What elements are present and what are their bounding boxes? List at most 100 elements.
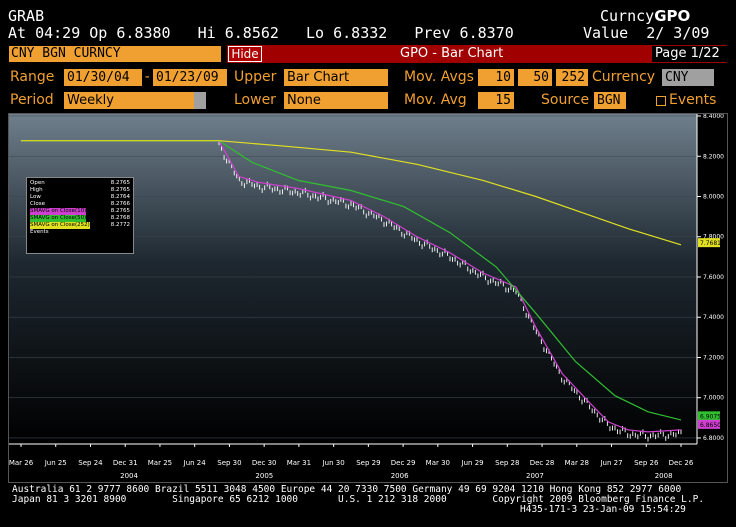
last-label-bg — [698, 411, 720, 421]
last-label-bg — [698, 419, 720, 429]
x-tick-label: Mar 31 — [287, 459, 311, 467]
y-tick-label: 8.2000 — [703, 153, 724, 160]
footer-timestamp: H435-171-3 23-Jan-09 15:54:29 — [520, 504, 686, 515]
x-tick-label: Dec 29 — [391, 459, 416, 467]
x-tick-label: Sep 26 — [634, 459, 659, 467]
x-year-label: 2004 — [120, 472, 138, 480]
x-year-label: 2007 — [526, 472, 544, 480]
upper-chart-select[interactable]: Bar Chart — [284, 69, 388, 86]
command-line[interactable]: GRAB — [8, 7, 45, 25]
legend-value: 8.2768 — [110, 215, 130, 221]
screen-title: GPO - Bar Chart — [400, 46, 504, 61]
chart-frame — [8, 113, 728, 483]
ma-period-3[interactable]: 252 — [556, 69, 588, 86]
x-tick-label: Dec 26 — [669, 459, 694, 467]
x-tick-label: Mar 30 — [426, 459, 450, 467]
y-axis: 8.4000 8.2000 8.0000 7.8000 7.6000 7.4000 7.20… — [696, 114, 724, 444]
brand-prefix: Curncy — [600, 7, 655, 25]
x-tick-label: Jun 29 — [461, 459, 484, 467]
legend-value: 8.2772 — [110, 222, 130, 228]
mov-avgs-label: Mov. Avgs — [404, 69, 474, 85]
x-tick-label: Mar 25 — [148, 459, 172, 467]
mov-avg-label: Mov. Avg — [404, 92, 467, 108]
legend-label: Close — [30, 201, 45, 207]
legend-value: 8.2765 — [110, 187, 130, 193]
lower-chart-select[interactable]: None — [284, 92, 388, 109]
legend-label: High — [30, 187, 43, 193]
range-separator: - — [143, 69, 152, 85]
ma-line-0 — [21, 140, 682, 433]
value-date: Value 2/ 3/09 — [583, 24, 710, 42]
last-value-label: 7.7681 — [700, 240, 721, 247]
legend-row: SMAVG on Close(10) 8.2765 — [30, 208, 130, 215]
x-tick-label: Jun 25 — [44, 459, 67, 467]
brand-label: CurncyGPO — [600, 8, 690, 25]
ma-line-1 — [21, 140, 682, 421]
last-value-label: 6.9075 — [700, 413, 721, 420]
x-tick-label: Jun 27 — [599, 459, 622, 467]
currency-label: Currency — [592, 69, 656, 85]
source-label: Source — [541, 92, 590, 108]
events-label: Events — [669, 92, 717, 108]
security-field[interactable]: CNY BGN CURNCY — [9, 46, 221, 62]
footer-phones-1: Australia 61 2 9777 8600 Brazil 5511 304… — [12, 484, 682, 495]
period-label: Period — [10, 92, 54, 108]
x-tick-label: Mar 26 — [9, 459, 34, 467]
x-axis: Mar 26 Jun 25 Sep 24 Dec 31 Mar 25 Jun 24 Sep … — [9, 443, 697, 480]
hide-button[interactable]: Hide — [228, 46, 262, 62]
legend-label: SMAVG on Close(10) — [30, 208, 87, 215]
moving-averages — [21, 140, 682, 433]
legend-value: 8.2765 — [110, 208, 130, 214]
x-tick-label: Dec 28 — [530, 459, 555, 467]
legend-value: 8.2764 — [110, 194, 130, 200]
price-chart[interactable]: 8.4000 8.2000 8.0000 7.8000 7.6000 7.4000 7.20… — [9, 114, 727, 482]
x-tick-label: Sep 29 — [356, 459, 380, 467]
ma-period-1[interactable]: 10 — [478, 69, 514, 86]
legend-row: SMAVG on Close(50) 8.2768 — [30, 215, 130, 222]
title-bar — [227, 45, 727, 63]
brand-function: GPO — [654, 7, 691, 25]
x-tick-label: Jun 24 — [183, 459, 207, 467]
y-tick-label: 7.0000 — [703, 395, 724, 402]
period-select[interactable]: Weekly — [64, 92, 194, 109]
ma-line-2 — [21, 140, 682, 246]
legend-label: Low — [30, 194, 41, 200]
y-tick-label: 7.4000 — [703, 314, 724, 321]
range-end-field[interactable]: 01/23/09 — [153, 69, 227, 86]
x-tick-label: Dec 30 — [252, 459, 277, 467]
x-tick-label: Dec 31 — [113, 459, 138, 467]
legend-row: Events — [30, 229, 130, 236]
y-tick-label: 7.8000 — [703, 234, 724, 241]
y-tick-label: 7.2000 — [703, 354, 724, 361]
legend-row: Close 8.2766 — [30, 201, 130, 208]
last-value-label: 6.8650 — [700, 422, 721, 429]
x-year-label: 2006 — [391, 472, 409, 480]
lower-ma-field[interactable]: 15 — [478, 92, 514, 109]
currency-field[interactable]: CNY — [662, 69, 714, 86]
x-tick-label: Sep 30 — [217, 459, 241, 467]
footer-phones-2: Japan 81 3 3201 8900 Singapore 65 6212 1… — [12, 494, 705, 505]
page-indicator[interactable]: Page 1/22 — [652, 46, 728, 62]
legend-row: Low 8.2764 — [30, 194, 130, 201]
x-tick-label: Sep 28 — [495, 459, 519, 467]
legend-label: SMAVG on Close(50) — [30, 215, 87, 222]
source-field[interactable]: BGN — [594, 92, 626, 109]
x-year-label: 2008 — [655, 472, 673, 480]
plot-background — [9, 114, 697, 444]
x-year-label: 2005 — [255, 472, 273, 480]
x-tick-label: Sep 24 — [78, 459, 103, 467]
last-label-bg — [698, 238, 720, 248]
x-tick-label: Mar 28 — [565, 459, 589, 467]
ma-period-2[interactable]: 50 — [518, 69, 552, 86]
legend-label: Open — [30, 180, 45, 186]
last-value-labels: 7.7681 6.9075 6.8650 — [698, 238, 721, 429]
range-start-field[interactable]: 01/30/04 — [64, 69, 142, 86]
legend-row: Open 8.2765 — [30, 180, 130, 187]
y-tick-label: 6.8000 — [703, 435, 724, 442]
events-checkbox[interactable] — [656, 96, 666, 106]
y-tick-label: 8.4000 — [703, 114, 724, 120]
range-label: Range — [10, 69, 55, 85]
period-dropdown-arrow[interactable] — [194, 92, 206, 109]
legend-box: Open 8.2765 High 8.2765 Low 8.2764 Close 8.2766… — [26, 177, 134, 254]
legend-value: 8.2766 — [110, 201, 130, 207]
